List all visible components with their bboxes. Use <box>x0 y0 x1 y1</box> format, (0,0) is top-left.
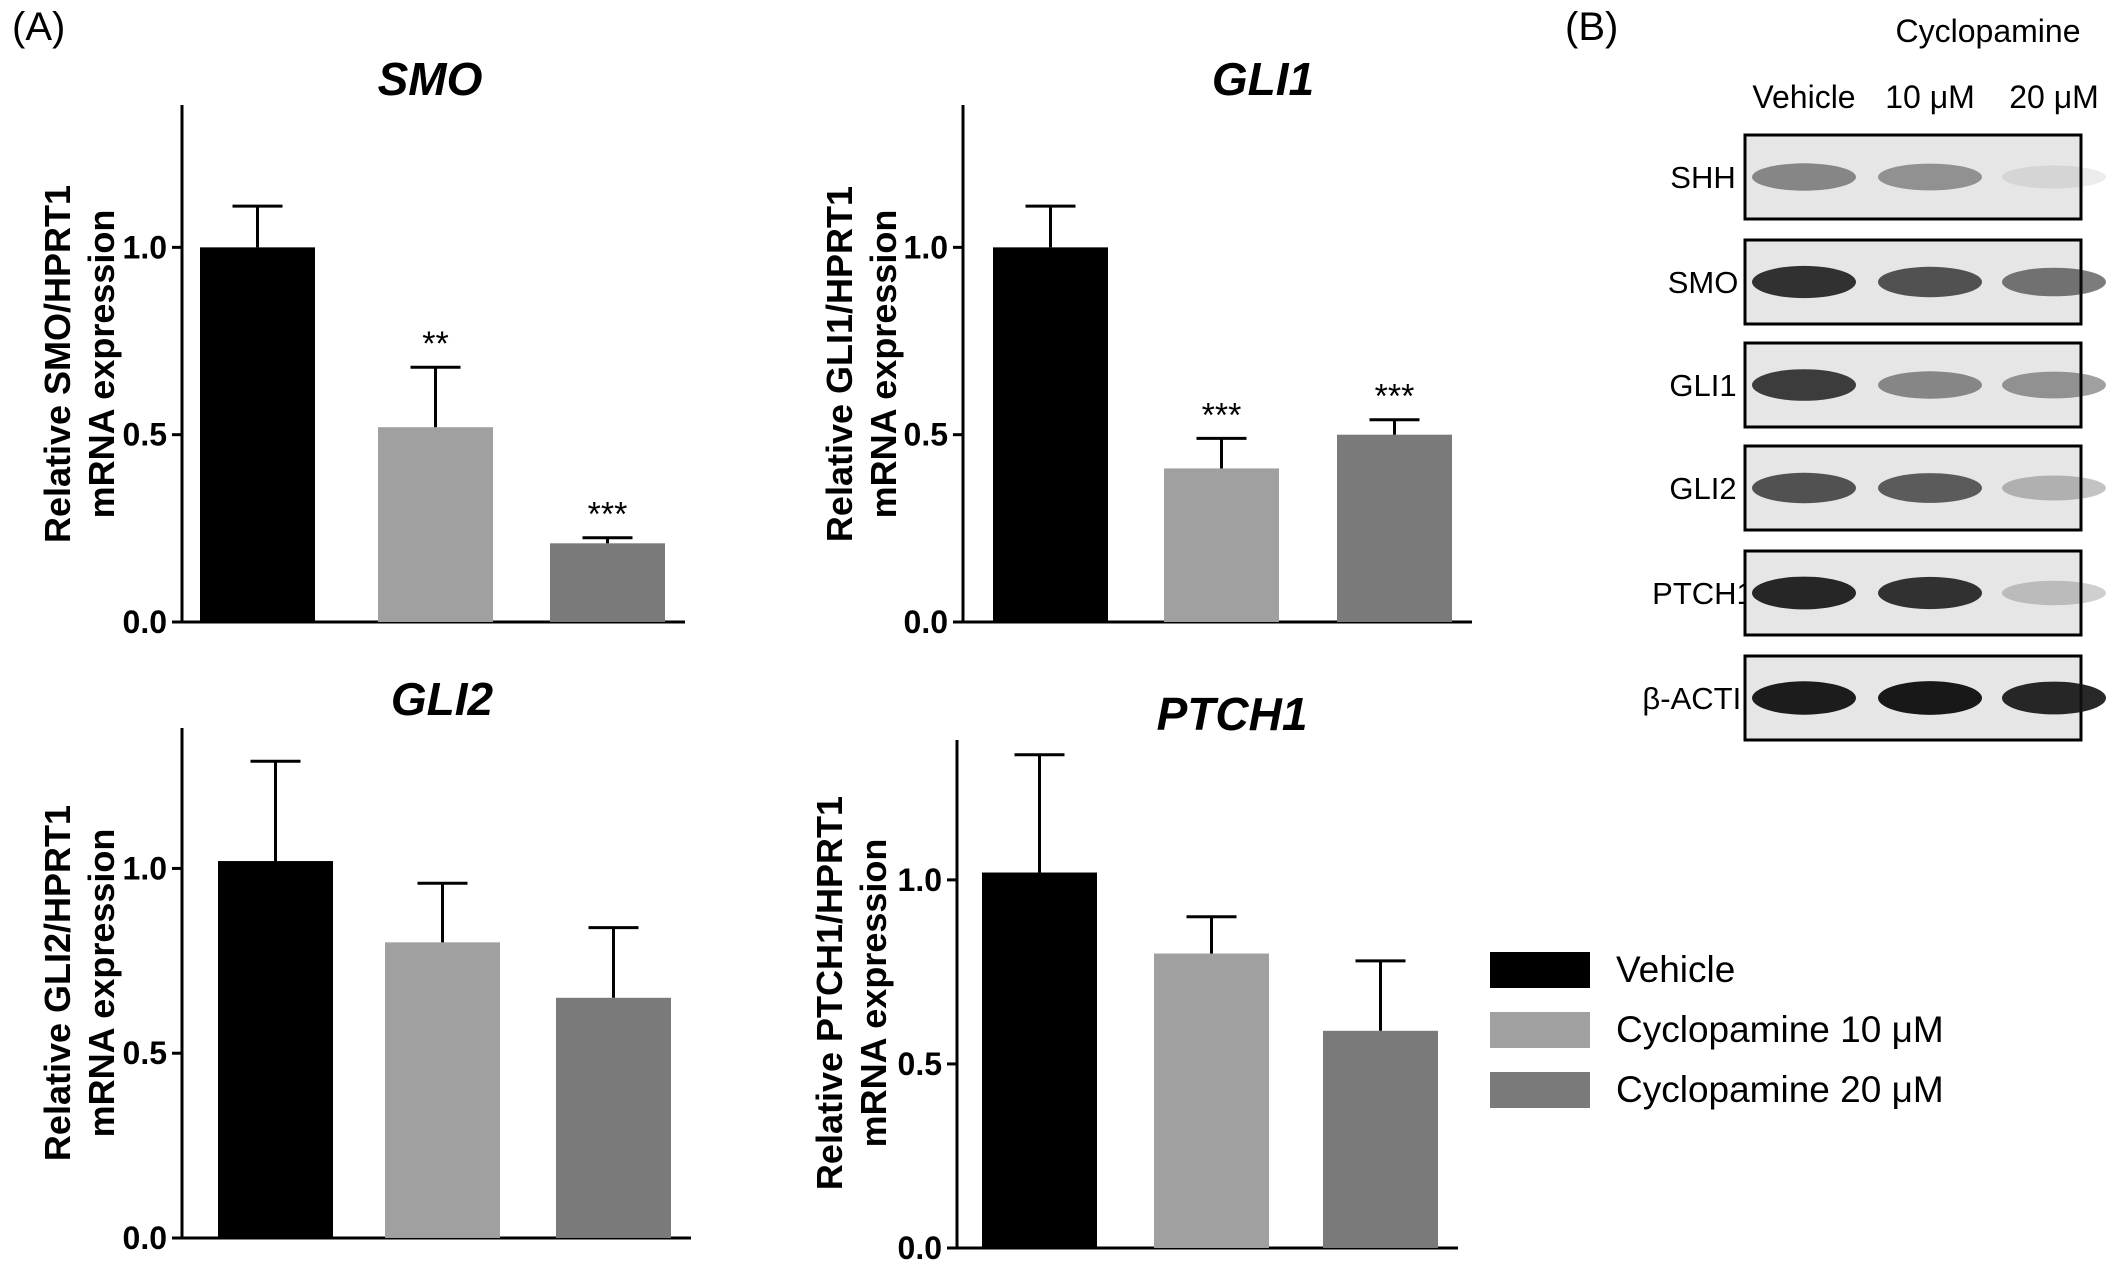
lane-label: 20 μM <box>2009 79 2099 115</box>
blot-band <box>1878 576 1982 610</box>
blot-band <box>1752 472 1856 504</box>
blot-row-label: β-ACTIN <box>1642 681 1763 716</box>
treatment-header: Cyclopamine <box>1896 13 2081 49</box>
blot-row <box>1743 133 2083 221</box>
blot-band <box>1752 163 1856 191</box>
blot-band <box>1752 681 1856 715</box>
legend-swatch <box>1490 1072 1590 1108</box>
bar <box>1323 1030 1438 1248</box>
y-tick-label: 1.0 <box>898 862 942 898</box>
bar <box>550 543 665 622</box>
y-tick-label: 0.0 <box>123 604 167 640</box>
chart-smo: SMO Relative SMO/HPRT1 mRNA expression 0.0 0… <box>37 53 685 640</box>
y-axis-label: Relative GLI1/HPRT1 <box>819 186 860 542</box>
chart-title: PTCH1 <box>1157 688 1308 740</box>
y-axis-label: mRNA expression <box>863 210 904 519</box>
y-tick-label: 0.5 <box>898 1046 942 1082</box>
significance-label: *** <box>588 496 628 534</box>
y-tick-label: 0.5 <box>904 417 948 453</box>
significance-label: *** <box>1202 396 1242 434</box>
y-tick-label: 0.0 <box>898 1230 942 1266</box>
bar <box>982 872 1097 1248</box>
chart-title: GLI2 <box>391 673 494 725</box>
blot-band <box>1752 576 1856 610</box>
bar <box>993 247 1108 623</box>
blot-band <box>1878 266 1982 298</box>
y-tick-label: 0.0 <box>123 1220 167 1256</box>
blot-band <box>2002 580 2106 606</box>
legend-swatch <box>1490 952 1590 988</box>
bar <box>200 247 315 623</box>
blot-band <box>2002 165 2106 189</box>
bar <box>218 861 333 1238</box>
bar <box>1154 953 1269 1248</box>
chart-title: GLI1 <box>1212 53 1314 105</box>
y-axis-label: mRNA expression <box>81 210 122 519</box>
y-tick-label: 1.0 <box>904 229 948 265</box>
y-axis-label: mRNA expression <box>81 829 122 1138</box>
blot-row-label: PTCH1 <box>1652 576 1754 611</box>
legend-label: Cyclopamine 10 μM <box>1616 1009 1944 1050</box>
panel-label-a: (A) <box>12 5 65 49</box>
chart-title: SMO <box>378 53 483 105</box>
blot-band <box>1878 371 1982 399</box>
bar <box>1337 434 1452 622</box>
western-blot-panel: Cyclopamine Vehicle 10 μM 20 μM SHH SMO GLI1 GL… <box>1642 13 2106 742</box>
y-axis-label: mRNA expression <box>853 839 894 1148</box>
blot-band <box>2002 681 2106 715</box>
blot-band <box>1878 163 1982 191</box>
y-axis-label: Relative PTCH1/HPRT1 <box>809 796 850 1190</box>
blot-band <box>1878 681 1982 715</box>
significance-label: *** <box>1375 378 1415 416</box>
y-tick-label: 1.0 <box>123 229 167 265</box>
panel-label-b: (B) <box>1565 5 1618 49</box>
blot-band <box>1752 369 1856 401</box>
significance-label: ** <box>422 325 448 363</box>
bar <box>385 942 500 1238</box>
chart-ptch1: PTCH1 Relative PTCH1/HPRT1 mRNA expression… <box>809 688 1458 1266</box>
y-tick-label: 1.0 <box>123 850 167 886</box>
legend-label: Vehicle <box>1616 949 1735 990</box>
blot-band <box>2002 371 2106 399</box>
bar <box>378 427 493 622</box>
y-tick-label: 0.5 <box>123 1035 167 1071</box>
lane-label: 10 μM <box>1885 79 1975 115</box>
legend-swatch <box>1490 1012 1590 1048</box>
chart-legend: Vehicle Cyclopamine 10 μM Cyclopamine 20 μ… <box>1490 949 1944 1110</box>
y-axis-label: Relative SMO/HPRT1 <box>37 185 78 543</box>
y-axis-label: Relative GLI2/HPRT1 <box>37 805 78 1161</box>
lane-label: Vehicle <box>1752 79 1855 115</box>
blot-band <box>1752 265 1856 299</box>
blot-band <box>2002 267 2106 297</box>
legend-label: Cyclopamine 20 μM <box>1616 1069 1944 1110</box>
blot-band <box>1878 473 1982 503</box>
blot-row-label: SHH <box>1670 160 1735 195</box>
bar <box>556 997 671 1238</box>
blot-band <box>2002 475 2106 501</box>
y-tick-label: 0.0 <box>904 604 948 640</box>
bar <box>1164 468 1279 622</box>
y-tick-label: 0.5 <box>123 417 167 453</box>
blot-row-label: SMO <box>1668 265 1739 300</box>
blot-row-label: GLI2 <box>1669 471 1736 506</box>
blot-row-label: GLI1 <box>1669 368 1736 403</box>
